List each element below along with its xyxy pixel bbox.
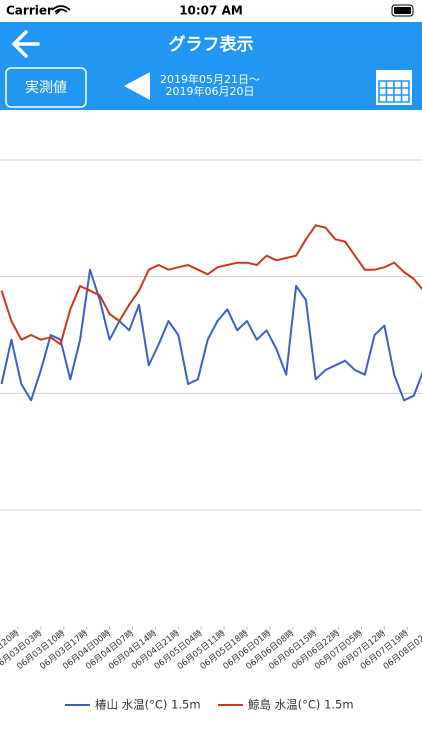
date-to: 2019年06月20日	[166, 84, 255, 98]
series-line	[0, 224, 422, 346]
series-line	[0, 268, 422, 402]
prev-button[interactable]	[124, 72, 150, 100]
back-button[interactable]	[12, 30, 40, 58]
battery	[391, 4, 414, 17]
date-from: 2019年05月21日〜	[160, 72, 260, 86]
mode-button-label: 実測値	[25, 80, 67, 96]
clock: 10:07 AM	[179, 4, 243, 18]
battery-level	[394, 7, 411, 14]
wifi-icon	[51, 5, 71, 15]
carrier: Carrier	[6, 4, 53, 18]
status-bar	[0, 0, 422, 22]
calendar-button[interactable]	[376, 70, 412, 105]
nav-title: グラフ表示	[169, 34, 254, 55]
legend-label: 椿山 水温(°C) 1.5m	[95, 698, 201, 712]
chart-area	[0, 110, 422, 670]
mode-button[interactable]	[5, 67, 87, 108]
calendar-top	[376, 70, 412, 78]
nav-bar	[0, 22, 422, 66]
calendar-grid	[378, 80, 410, 103]
legend-label: 鯨島 水温(°C) 1.5m	[248, 698, 354, 712]
